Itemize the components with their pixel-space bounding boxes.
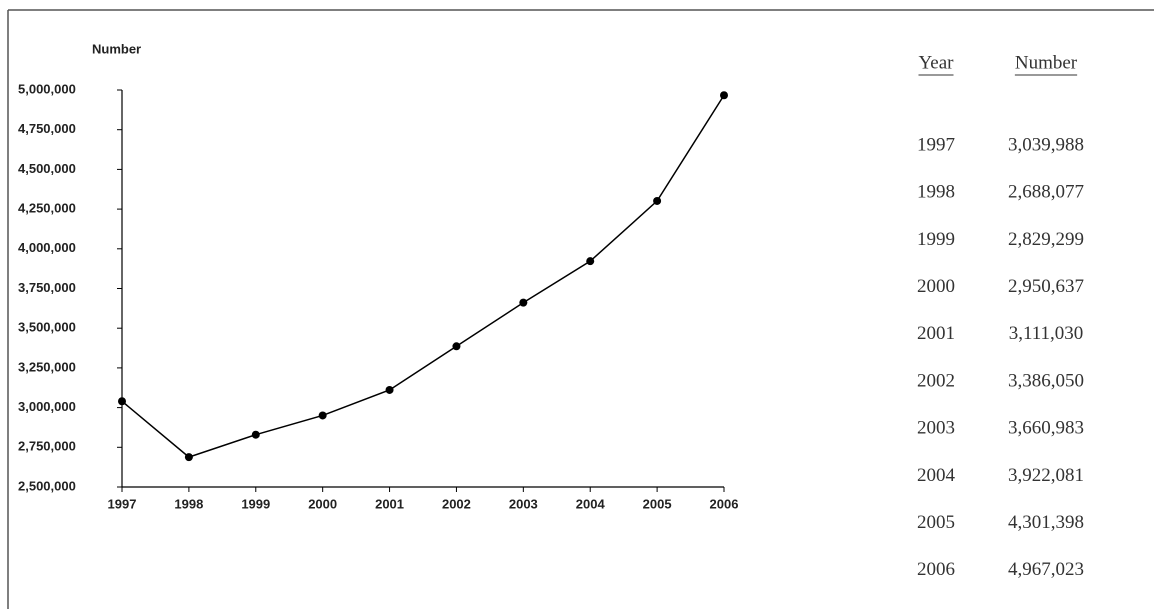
- point: [720, 91, 728, 100]
- table-header: Year: [918, 52, 954, 73]
- table-cell: 2002: [917, 370, 955, 391]
- y-tick-label: 3,000,000: [18, 399, 76, 414]
- table-cell: 1998: [917, 182, 955, 203]
- x-tick-label: 2002: [442, 496, 471, 511]
- y-tick-label: 4,000,000: [18, 240, 76, 255]
- x-tick-label: 1998: [174, 496, 203, 511]
- table-cell: 3,039,988: [1008, 134, 1084, 155]
- table-cell: 4,301,398: [1008, 512, 1084, 533]
- x-tick-label: 2000: [308, 496, 337, 511]
- table-cell: 2000: [917, 276, 955, 297]
- table-header: Number: [1015, 52, 1078, 73]
- table-cell: 3,660,983: [1008, 418, 1084, 439]
- table-cell: 1997: [917, 134, 955, 155]
- table-cell: 2005: [917, 512, 955, 533]
- table-cell: 2001: [917, 323, 955, 344]
- point: [385, 385, 394, 394]
- table-cell: 2003: [917, 418, 955, 439]
- table-cell: 3,386,050: [1008, 370, 1084, 391]
- point: [184, 453, 193, 462]
- x-tick-label: 1997: [108, 496, 137, 511]
- x-tick-label: 2004: [576, 496, 606, 511]
- table-cell: 2006: [917, 559, 955, 580]
- point: [452, 342, 461, 351]
- x-tick-label: 2001: [375, 496, 404, 511]
- y-tick-label: 4,500,000: [18, 161, 76, 176]
- y-tick-label: 2,750,000: [18, 439, 76, 454]
- table-cell: 2,688,077: [1008, 182, 1084, 203]
- y-tick-label: 4,250,000: [18, 201, 76, 216]
- y-tick-label: 3,500,000: [18, 320, 76, 335]
- table-cell: 4,967,023: [1008, 559, 1084, 580]
- point: [118, 397, 126, 406]
- point: [251, 430, 260, 439]
- y-tick-label: 2,500,000: [18, 478, 76, 493]
- x-tick-label: 2005: [643, 496, 672, 511]
- y-axis-label: Number: [92, 41, 141, 56]
- y-tick-label: 4,750,000: [18, 121, 76, 136]
- table-cell: 2,950,637: [1008, 276, 1084, 297]
- table-cell: 2,829,299: [1008, 229, 1084, 250]
- x-tick-label: 1999: [241, 496, 270, 511]
- table-cell: 2004: [917, 465, 956, 486]
- y-tick-label: 5,000,000: [18, 81, 76, 96]
- table-cell: 1999: [917, 229, 955, 250]
- y-tick-label: 3,250,000: [18, 359, 76, 374]
- y-tick-label: 3,750,000: [18, 280, 76, 295]
- point: [586, 257, 595, 266]
- table-cell: 3,922,081: [1008, 465, 1084, 486]
- point: [519, 298, 528, 307]
- point: [653, 196, 662, 205]
- x-tick-label: 2003: [509, 496, 538, 511]
- point: [318, 411, 327, 420]
- line: [121, 94, 725, 458]
- table-cell: 3,111,030: [1009, 323, 1084, 344]
- x-tick-label: 2006: [710, 496, 739, 511]
